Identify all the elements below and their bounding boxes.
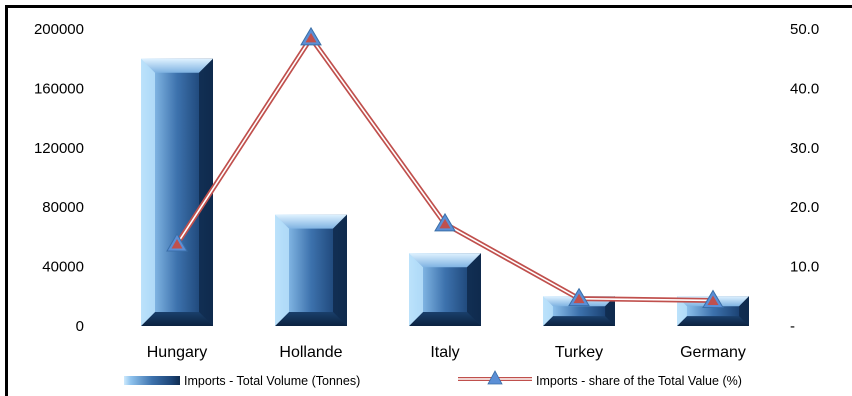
marker-inner xyxy=(707,295,719,305)
bar-bevel-bottom xyxy=(677,316,749,326)
y-left-tick-label: 160000 xyxy=(34,80,84,97)
bar-bevel-top xyxy=(409,253,481,268)
legend-item-bar: Imports - Total Volume (Tonnes) xyxy=(124,374,360,388)
y-left-tick-label: 200000 xyxy=(34,21,84,38)
bar-bevel-bottom xyxy=(141,312,213,326)
bar-bevel-left xyxy=(543,296,553,326)
y-right-tick-label: 40.0 xyxy=(790,80,819,97)
bar-bevel-left xyxy=(409,253,423,326)
bar-bevel-left xyxy=(275,214,289,326)
line-marker-italy xyxy=(434,212,456,232)
x-tick-label-germany: Germany xyxy=(680,344,746,361)
y-right-tick-label: 20.0 xyxy=(790,199,819,216)
bar-hollande xyxy=(275,214,347,326)
legend-label-line: Imports - share of the Total Value (%) xyxy=(536,374,742,388)
marker-inner xyxy=(573,293,585,304)
y-left-tick-label: 40000 xyxy=(42,259,84,276)
legend-swatch-marker xyxy=(487,370,503,385)
legend-swatch-bar xyxy=(124,376,180,385)
marker-inner xyxy=(171,239,183,249)
category-labels: Hungary Hollande Italy Turkey Germany xyxy=(147,344,746,361)
line-layer xyxy=(166,26,724,308)
axis-right: - 10.0 20.0 30.0 40.0 50.0 xyxy=(790,21,819,335)
line-marker-hollande xyxy=(300,26,322,46)
y-left-tick-label: 0 xyxy=(76,318,84,335)
x-tick-label-turkey: Turkey xyxy=(555,344,603,361)
x-tick-label-hungary: Hungary xyxy=(147,344,207,361)
y-left-tick-label: 120000 xyxy=(34,140,84,157)
line-marker-turkey xyxy=(568,287,590,307)
marker-inner xyxy=(439,218,451,229)
bar-bevel-bottom xyxy=(409,312,481,326)
y-right-tick-label: 30.0 xyxy=(790,140,819,157)
axis-left: 0 40000 80000 120000 160000 200000 xyxy=(34,21,84,335)
bar-bevel-bottom xyxy=(543,316,615,326)
bar-bevel-left xyxy=(141,58,155,326)
bar-bevel-top xyxy=(141,58,213,73)
bar-bevel-right xyxy=(739,296,749,326)
legend-label-bar: Imports - Total Volume (Tonnes) xyxy=(184,374,360,388)
bars-layer xyxy=(141,58,749,326)
marker-inner xyxy=(305,32,317,43)
bar-bevel-right xyxy=(605,296,615,326)
x-tick-label-hollande: Hollande xyxy=(279,344,342,361)
line-marker-hungary xyxy=(166,233,188,252)
x-tick-label-italy: Italy xyxy=(430,344,459,361)
line-marker-germany xyxy=(702,289,724,308)
bar-bevel-right xyxy=(333,214,347,326)
bar-bevel-left xyxy=(677,296,687,326)
bar-italy xyxy=(409,253,481,326)
bar-bevel-top xyxy=(275,214,347,229)
y-right-tick-label: - xyxy=(790,318,795,335)
bar-bevel-right xyxy=(199,58,213,326)
legend-item-line: Imports - share of the Total Value (%) xyxy=(458,370,742,388)
frame-edge-left xyxy=(5,5,8,396)
y-right-tick-label: 10.0 xyxy=(790,259,819,276)
y-left-tick-label: 80000 xyxy=(42,199,84,216)
frame-edge-top xyxy=(5,5,852,8)
y-right-tick-label: 50.0 xyxy=(790,21,819,38)
bar-bevel-right xyxy=(467,253,481,326)
legend: Imports - Total Volume (Tonnes) Imports … xyxy=(124,370,742,388)
bar-bevel-bottom xyxy=(275,312,347,326)
bar-hungary xyxy=(141,58,213,326)
